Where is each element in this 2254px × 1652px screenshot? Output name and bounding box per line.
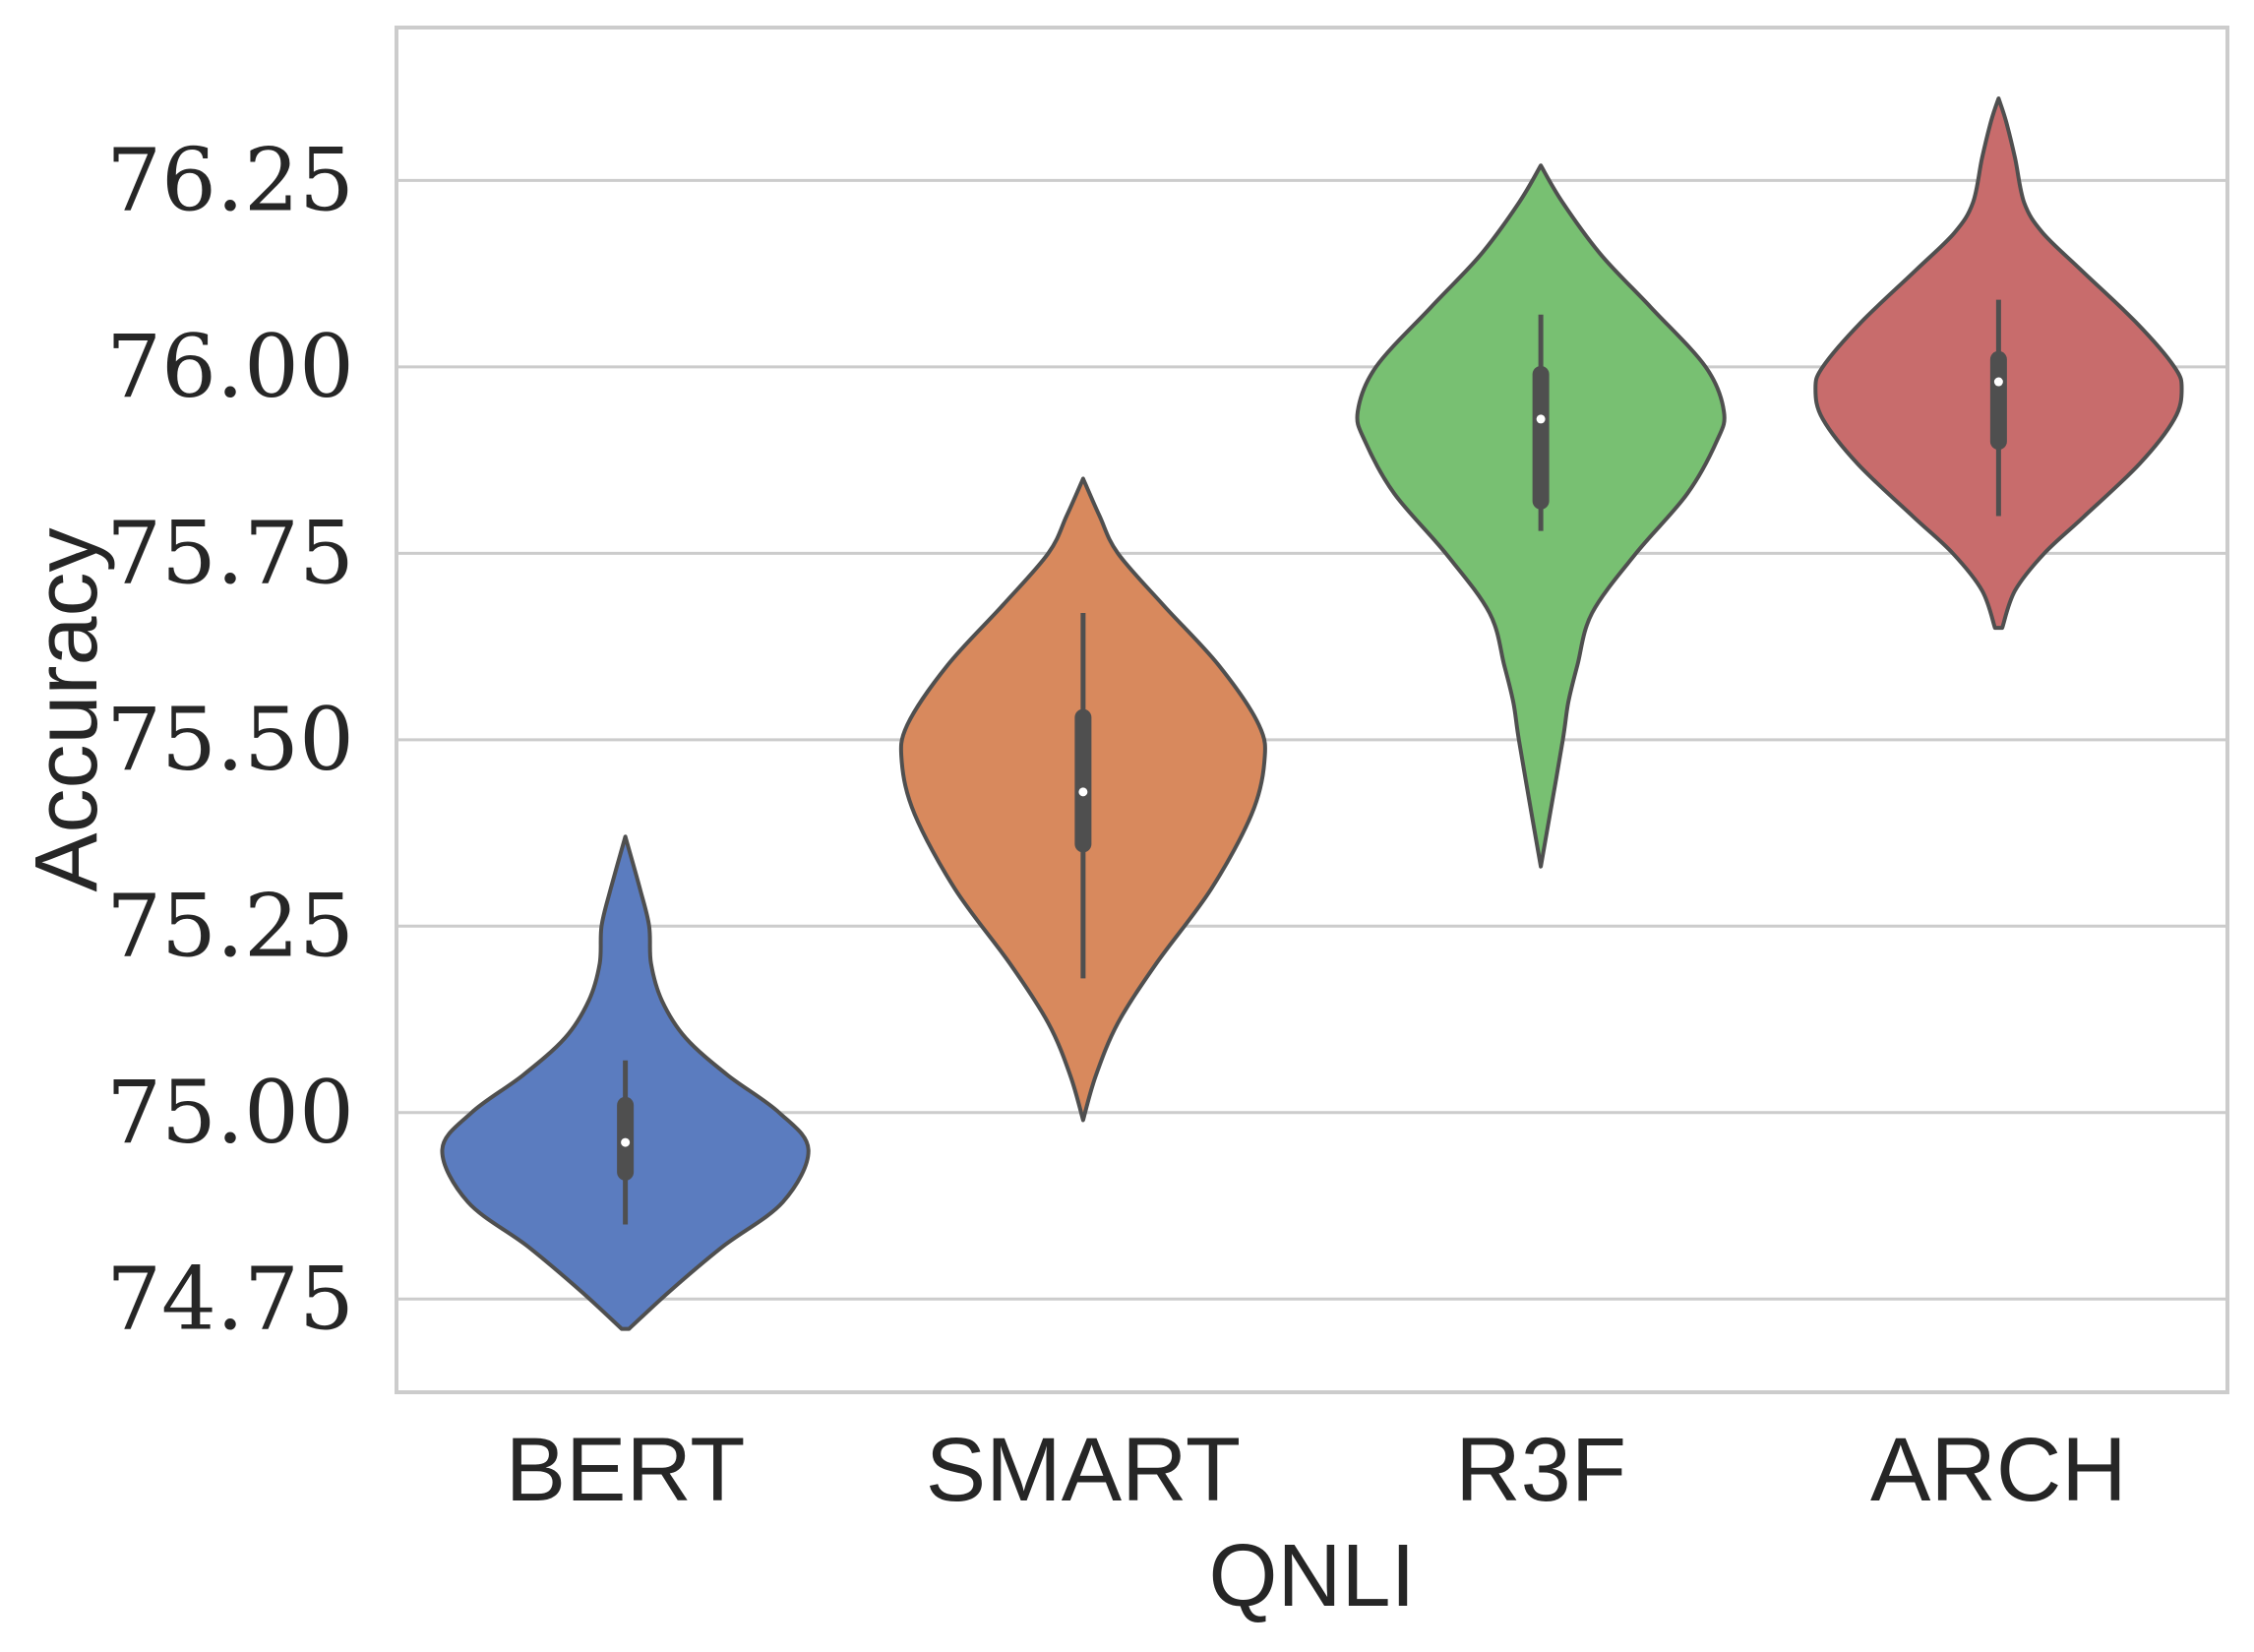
y-tick-label: 75.25	[106, 875, 354, 976]
x-tick-label: SMART	[926, 1420, 1241, 1520]
y-tick-label: 75.75	[106, 502, 354, 603]
x-tick-label: ARCH	[1870, 1420, 2127, 1520]
plot-frame	[395, 26, 2229, 1394]
x-tick-labels: BERT SMART R3F ARCH	[506, 1420, 2127, 1520]
y-tick-labels: 74.75 75.00 75.25 75.50 75.75 76.00 76.25	[106, 129, 354, 1349]
violin-r3f	[1355, 163, 1727, 869]
y-axis-label: Accuracy	[18, 527, 116, 891]
median-point	[1993, 377, 2003, 387]
median-point	[1078, 787, 1088, 797]
median-point	[621, 1137, 631, 1147]
x-axis-label: QNLI	[1208, 1527, 1415, 1625]
violins	[440, 96, 2184, 1331]
x-tick-label: BERT	[506, 1420, 746, 1520]
y-tick-label: 75.00	[106, 1062, 354, 1163]
x-tick-label: R3F	[1455, 1420, 1626, 1520]
violin-arch	[1813, 96, 2184, 631]
y-tick-label: 76.25	[106, 129, 354, 230]
y-tick-label: 76.00	[106, 316, 354, 417]
violin-bert	[440, 834, 811, 1331]
median-point	[1536, 414, 1546, 424]
y-tick-label: 75.50	[106, 689, 354, 790]
violin-smart	[898, 476, 1267, 1123]
y-tick-label: 74.75	[106, 1248, 354, 1349]
